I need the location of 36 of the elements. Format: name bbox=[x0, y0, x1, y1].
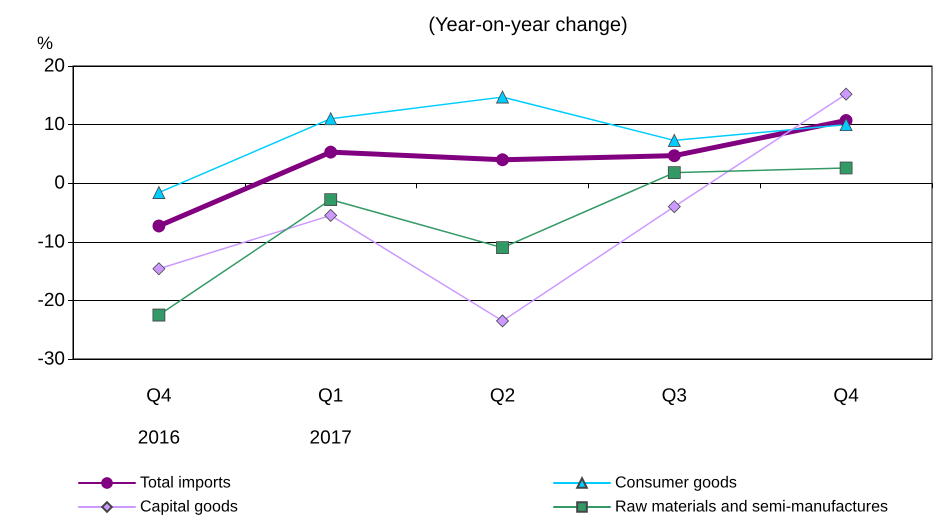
chart-title: (Year-on-year change) bbox=[428, 14, 628, 36]
y-tick-label: 0 bbox=[54, 172, 65, 194]
y-tick-label: -30 bbox=[38, 348, 65, 370]
x-tick-label: Q1 2017 bbox=[310, 386, 352, 448]
point bbox=[840, 118, 852, 131]
legend-label: Consumer goods bbox=[615, 474, 737, 492]
y-axis-title: % bbox=[36, 33, 53, 53]
x-tick-label: Q4 bbox=[833, 386, 860, 406]
point bbox=[152, 308, 166, 322]
point bbox=[496, 241, 509, 254]
point bbox=[496, 314, 509, 328]
y-tick-label: -10 bbox=[38, 231, 65, 252]
point bbox=[668, 200, 681, 214]
point bbox=[152, 186, 166, 199]
point bbox=[324, 112, 338, 126]
x-tick-label: Q3 bbox=[662, 386, 687, 406]
point bbox=[840, 162, 852, 174]
point bbox=[668, 166, 681, 180]
y-tick-label: 10 bbox=[44, 114, 65, 136]
y-tick-label: -20 bbox=[38, 290, 65, 311]
point bbox=[152, 220, 166, 232]
x-tick-label: Q2 bbox=[490, 386, 516, 406]
point bbox=[324, 193, 338, 206]
point bbox=[152, 262, 166, 276]
legend-label: Raw materials and semi-manufactures bbox=[615, 498, 888, 516]
point bbox=[668, 149, 681, 162]
legend-label: Total imports bbox=[140, 474, 231, 492]
point bbox=[496, 90, 509, 104]
point bbox=[840, 88, 852, 101]
y-tick-label: 20 bbox=[44, 56, 65, 76]
point bbox=[668, 134, 681, 147]
legend-label: Capital goods bbox=[140, 498, 238, 516]
x-tick-label: Q4 2016 bbox=[138, 386, 180, 448]
point bbox=[324, 209, 338, 222]
point bbox=[324, 146, 338, 159]
point bbox=[496, 153, 509, 166]
